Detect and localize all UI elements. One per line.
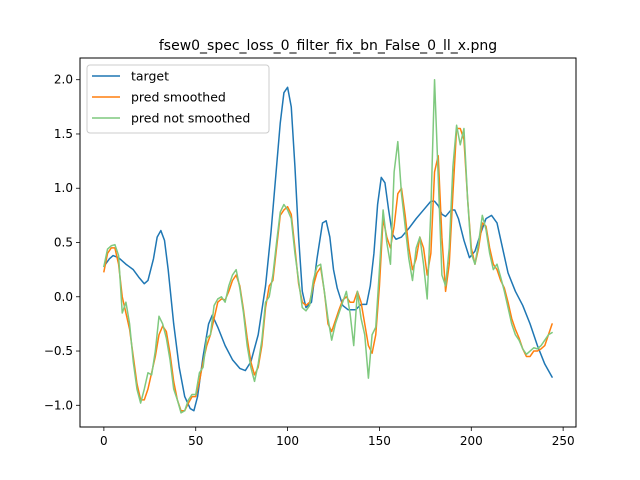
- legend-label: pred smoothed: [131, 90, 226, 105]
- series-line-1: [103, 86, 553, 412]
- y-tick-label: 0.0: [54, 290, 73, 304]
- y-tick-label: −1.0: [44, 398, 73, 412]
- x-tick-label: 100: [276, 434, 299, 448]
- legend-box: [86, 64, 270, 134]
- y-axis: −1.0 −0.5 0.0 0.5 1.0 1.5 2.0: [44, 73, 80, 412]
- y-tick-label: 0.5: [54, 236, 73, 250]
- y-tick-label: −0.5: [44, 344, 73, 358]
- y-tick-label: 1.0: [54, 181, 73, 195]
- x-tick-label: 200: [460, 434, 483, 448]
- x-tick-label: 150: [368, 434, 391, 448]
- legend-label: pred not smoothed: [131, 111, 250, 126]
- legend-label: target: [131, 69, 169, 84]
- x-axis: 0 50 100 150 200 250: [100, 427, 575, 448]
- y-tick-label: 2.0: [54, 73, 73, 87]
- chart-title: fsew0_spec_loss_0_filter_fix_bn_False_0_…: [159, 38, 497, 54]
- x-tick-label: 0: [100, 434, 108, 448]
- series-layer: [103, 78, 553, 414]
- legend: target pred smoothed pred not smoothed: [86, 64, 270, 134]
- x-tick-label: 250: [552, 434, 575, 448]
- x-tick-label: 50: [188, 434, 203, 448]
- y-tick-label: 1.5: [54, 127, 73, 141]
- series-line-3: [103, 78, 553, 414]
